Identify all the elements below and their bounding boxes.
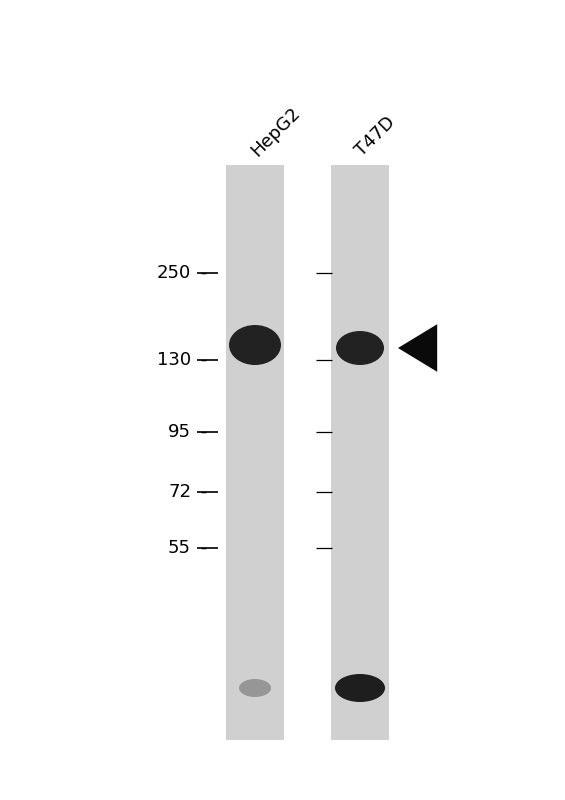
Text: -: - — [195, 483, 207, 501]
Text: 55: 55 — [168, 539, 191, 557]
Text: 130: 130 — [157, 351, 191, 369]
Bar — [226, 165, 284, 740]
Text: -: - — [195, 264, 207, 282]
Text: T47D: T47D — [352, 114, 399, 160]
Text: 95: 95 — [168, 423, 191, 441]
Text: 72: 72 — [168, 483, 191, 501]
Text: -: - — [195, 351, 207, 369]
Ellipse shape — [239, 679, 271, 697]
Ellipse shape — [335, 674, 385, 702]
Ellipse shape — [336, 331, 384, 365]
Polygon shape — [398, 324, 437, 372]
Text: HepG2: HepG2 — [247, 104, 303, 160]
Bar — [331, 165, 389, 740]
Text: -: - — [195, 423, 207, 441]
Text: 250: 250 — [157, 264, 191, 282]
Ellipse shape — [229, 325, 281, 365]
Text: -: - — [195, 539, 207, 557]
